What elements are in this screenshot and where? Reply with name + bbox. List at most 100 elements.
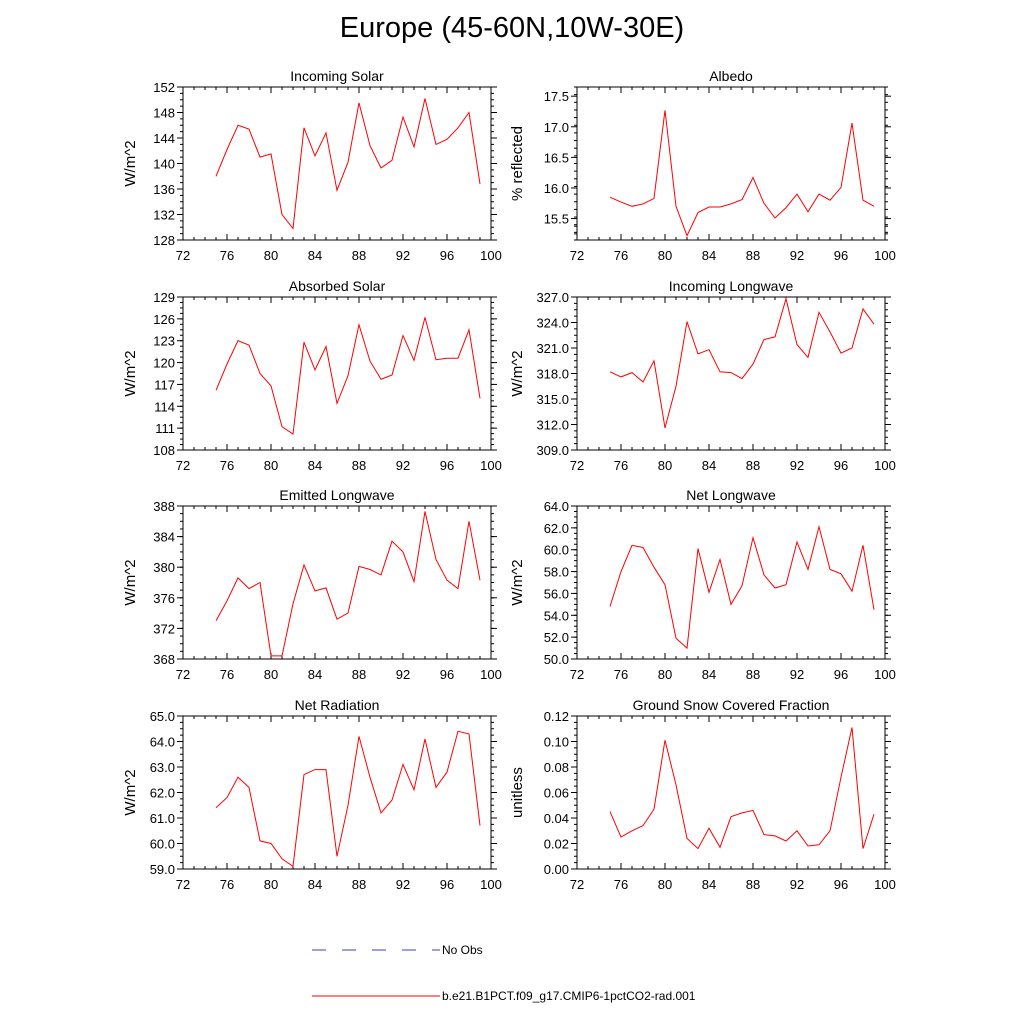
chart-panel-8: Ground Snow Covered Fraction 72 76 80 84 88 92… [509,697,896,892]
y-tick-label: 123 [153,334,175,349]
y-tick-label: 140 [153,157,175,172]
y-tick-label: 56.0 [544,586,569,601]
y-axis-label: unitless [509,767,526,818]
x-tick-label: 92 [790,248,804,263]
x-tick-label: 92 [396,877,410,892]
panel-title: Absorbed Solar [289,278,386,294]
y-tick-label: 61.0 [150,811,175,826]
chart-panel-2: Albedo 72 76 80 84 88 92 96 100 15.5 16.0 16.5 17.0 1… [509,68,896,263]
x-tick-label: 72 [176,877,190,892]
x-tick-label: 84 [702,877,716,892]
x-tick-label: 80 [264,248,278,263]
x-tick-label: 84 [308,667,322,682]
x-tick-label: 72 [570,248,584,263]
y-tick-label: 15.5 [544,212,569,227]
y-tick-label: 58.0 [544,565,569,580]
series-line [215,730,481,868]
x-tick-label: 92 [790,877,804,892]
y-tick-label: 136 [153,182,175,197]
x-tick-label: 96 [834,458,848,473]
y-tick-label: 324.0 [536,316,569,331]
figure-title: Europe (45-60N,10W-30E) [339,12,685,44]
x-tick-label: 88 [746,877,760,892]
y-tick-label: 388 [153,499,175,514]
x-tick-label: 92 [790,458,804,473]
x-tick-label: 88 [352,248,366,263]
x-tick-label: 96 [440,667,454,682]
plot-frame [182,86,492,241]
plot-frame [182,296,492,451]
legend: No Obs b.e21.B1PCT.f09_g17.CMIP6-1pctCO2… [312,943,696,1003]
series-line [609,727,875,850]
x-tick-label: 96 [834,877,848,892]
y-tick-label: 17.5 [544,89,569,104]
x-tick-label: 92 [396,458,410,473]
y-axis-label: W/m^2 [509,559,526,605]
x-tick-label: 92 [396,667,410,682]
x-tick-label: 72 [176,667,190,682]
y-tick-label: 65.0 [150,709,175,724]
x-tick-label: 88 [352,667,366,682]
panel-title: Albedo [709,68,753,84]
x-tick-label: 88 [746,458,760,473]
x-tick-label: 80 [264,458,278,473]
y-tick-label: 64.0 [150,735,175,750]
x-tick-label: 100 [874,877,896,892]
x-tick-label: 76 [220,248,234,263]
y-tick-label: 114 [154,399,175,414]
chart-panel-5: Emitted Longwave 72 76 80 84 88 92 96 100 368 372 3… [122,487,502,682]
x-tick-label: 100 [480,667,502,682]
y-tick-label: 129 [153,290,175,305]
y-tick-label: 128 [153,233,175,248]
y-tick-label: 309.0 [536,443,569,458]
y-tick-label: 0.02 [544,837,569,852]
series-line [609,110,875,237]
series-line [215,98,481,230]
x-tick-label: 80 [658,248,672,263]
x-tick-label: 88 [352,458,366,473]
panel-title: Incoming Solar [290,68,384,84]
x-tick-label: 100 [874,458,896,473]
y-tick-label: 148 [153,106,175,121]
chart-panel-7: Net Radiation 72 76 80 84 88 92 96 100 59.0 60.0 61… [122,697,502,892]
y-tick-label: 126 [153,312,175,327]
y-axis-label: % reflected [509,126,526,201]
y-tick-label: 380 [153,560,175,575]
y-tick-label: 52.0 [544,630,569,645]
x-tick-label: 84 [308,458,322,473]
x-tick-label: 88 [746,248,760,263]
y-axis-label: W/m^2 [122,350,139,396]
y-tick-label: 120 [153,356,175,371]
x-tick-label: 76 [614,667,628,682]
y-axis-label: W/m^2 [122,769,139,815]
y-tick-label: 144 [153,131,175,146]
chart-panel-1: Incoming Solar 72 76 80 84 88 92 96 100 128 132 136… [122,68,502,263]
x-tick-label: 80 [658,458,672,473]
y-axis-label: W/m^2 [122,140,139,186]
panel-title: Ground Snow Covered Fraction [633,697,830,713]
panel-title: Net Longwave [686,487,776,503]
x-tick-label: 96 [440,877,454,892]
y-tick-label: 60.0 [544,543,569,558]
y-tick-label: 59.0 [150,862,175,877]
y-axis-label: W/m^2 [122,559,139,605]
y-tick-label: 368 [153,652,175,667]
chart-panel-4: Incoming Longwave 72 76 80 84 88 92 96 100 309.0 3… [509,278,896,473]
x-tick-label: 80 [658,877,672,892]
x-tick-label: 84 [702,458,716,473]
x-tick-label: 72 [176,458,190,473]
y-tick-label: 321.0 [536,341,569,356]
y-tick-label: 111 [155,421,175,436]
y-tick-label: 60.0 [150,837,175,852]
x-tick-label: 96 [440,248,454,263]
y-tick-label: 0.04 [544,811,569,826]
y-tick-label: 108 [153,443,175,458]
x-tick-label: 72 [570,667,584,682]
x-tick-label: 96 [834,248,848,263]
x-tick-label: 100 [480,458,502,473]
x-tick-label: 76 [220,667,234,682]
y-tick-label: 318.0 [536,367,569,382]
y-tick-label: 327.0 [536,290,569,305]
y-tick-label: 376 [153,591,175,606]
